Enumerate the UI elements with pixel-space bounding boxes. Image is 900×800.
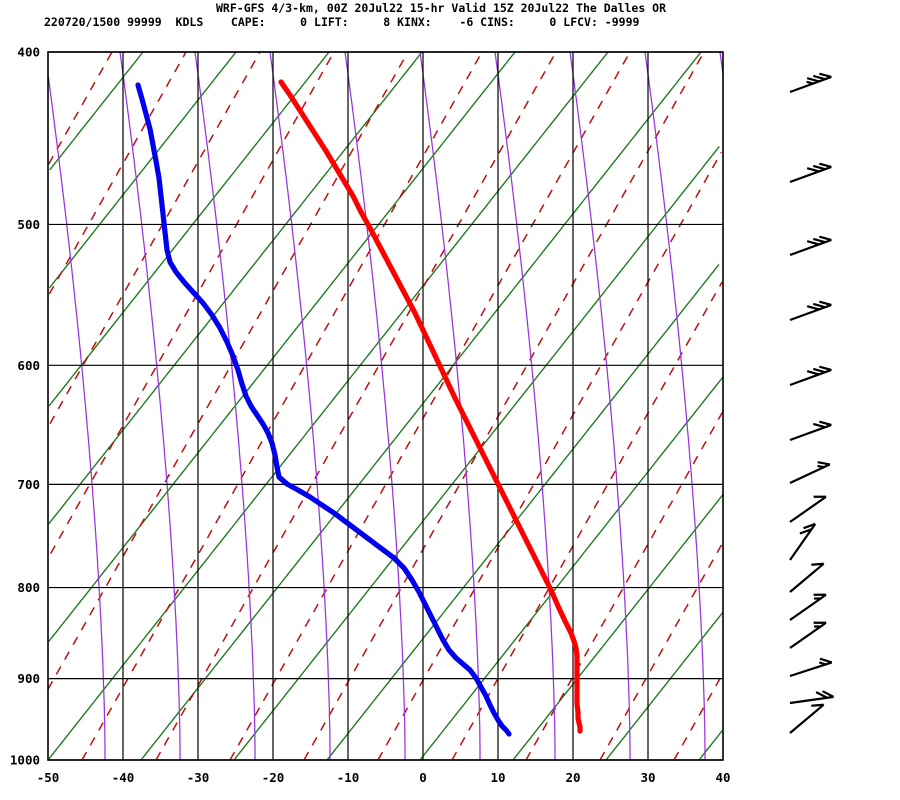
mixing-ratio-lines [47,51,724,761]
wind-barb-column [789,72,835,734]
wind-barb [789,420,832,442]
temperature-tick-label: 30 [640,770,655,785]
plot-frame [47,51,724,761]
dry-adiabat-lines [47,51,724,761]
wind-barb [789,522,817,561]
pressure-tick-label: 700 [17,477,40,492]
wind-barb [789,657,833,678]
header-title-line: WRF-GFS 4/3-km, 00Z 20Jul22 15-hr Valid … [216,1,667,15]
wind-barb [789,495,827,523]
wind-barb [789,72,832,94]
sounding-traces [135,79,583,737]
wind-barb [789,703,825,734]
temperature-tick-label: -30 [187,770,210,785]
wind-barb [789,690,835,705]
temperature-axis-labels: -50 -40 -30 -20 -10 0 10 20 30 40 [37,770,731,785]
pressure-tick-label: 800 [17,580,40,595]
temperature-tick-label: 20 [565,770,580,785]
temperature-tick-label: 0 [419,770,427,785]
temperature-tick-label: 10 [490,770,505,785]
temperature-tick-label: -10 [337,770,360,785]
header-indices-line: 220720/1500 99999 KDLS CAPE: 0 LIFT: 8 K… [44,15,640,29]
wind-barb [789,365,832,387]
wind-barb [789,235,832,257]
wind-barb [789,593,827,621]
temperature-tick-label: -50 [37,770,60,785]
moist-adiabat-lines [47,51,724,760]
wind-barb [789,621,827,649]
pressure-tick-label: 1000 [10,753,40,768]
pressure-axis-labels: 400 500 600 700 800 900 1000 [10,45,40,768]
wind-barb [789,562,825,593]
wind-barb [789,162,832,184]
wind-barb [789,461,831,484]
pressure-tick-label: 600 [17,358,40,373]
pressure-tick-label: 400 [17,45,40,60]
pressure-tick-label: 500 [17,217,40,232]
temperature-tick-label: -40 [112,770,135,785]
wind-barb [789,300,832,322]
temperature-tick-label: -20 [262,770,285,785]
temperature-tick-label: 40 [715,770,730,785]
pressure-tick-label: 900 [17,671,40,686]
